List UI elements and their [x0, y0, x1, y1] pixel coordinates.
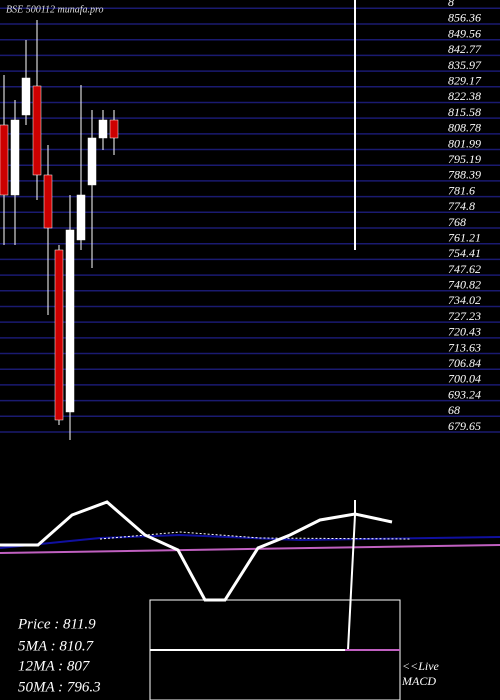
y-tick-label: 856.36: [448, 11, 481, 25]
candle-body: [76, 194, 86, 241]
y-tick-label: 774.8: [448, 199, 475, 213]
y-tick-label: 727.23: [448, 309, 481, 323]
candle-body: [21, 77, 31, 116]
y-tick-label: 679.65: [448, 419, 481, 433]
stat: 12MA : 807: [18, 658, 91, 674]
y-tick-label: 706.84: [448, 356, 481, 370]
vertical-line-lower: [347, 500, 356, 651]
candle-body: [109, 119, 119, 139]
indicator-label: MACD: [401, 674, 436, 688]
chart-title: BSE 500112 munafa.pro: [6, 4, 104, 15]
y-tick-label: 842.77: [448, 42, 482, 56]
candle-body: [32, 85, 42, 176]
y-tick-label: 740.82: [448, 278, 481, 292]
y-tick-label: 808.78: [448, 121, 481, 135]
magenta-line: [0, 544, 500, 554]
candle-body: [65, 229, 75, 413]
live-label: <<Live: [402, 659, 440, 673]
dotted-line: [99, 531, 411, 540]
candle-body: [98, 119, 108, 139]
y-tick-label: 768: [448, 215, 466, 229]
candle-body: [87, 137, 97, 186]
candle-body: [10, 119, 20, 196]
y-tick-label: 788.39: [448, 168, 481, 182]
y-tick-label: 849.56: [448, 26, 481, 40]
candle-body: [0, 124, 9, 196]
y-tick-label: 829.17: [448, 74, 482, 88]
y-tick-label: 700.04: [448, 372, 481, 386]
y-tick-label: 801.99: [448, 136, 481, 150]
y-tick-label: 781.6: [448, 183, 475, 197]
y-tick-label: 68: [448, 403, 460, 417]
y-tick-label: 734.02: [448, 293, 481, 307]
candle-body: [54, 249, 64, 421]
y-tick-label: 815.58: [448, 105, 481, 119]
y-tick-label: 835.97: [448, 58, 482, 72]
y-tick-label: 822.38: [448, 89, 481, 103]
y-tick-label: 747.62: [448, 262, 481, 276]
stat: 50MA : 796.3: [18, 679, 101, 695]
blue-line: [0, 533, 500, 549]
y-tick-label: 754.41: [448, 246, 481, 260]
stat: 5MA : 810.7: [18, 638, 95, 654]
y-tick-label: 8: [448, 0, 454, 9]
macd-line: [0, 500, 393, 602]
candle-body: [43, 174, 53, 229]
candle-layer: [0, 19, 119, 441]
y-tick-label: 761.21: [448, 230, 481, 244]
y-tick-label: 713.63: [448, 340, 481, 354]
y-tick-label: 693.24: [448, 387, 481, 401]
y-tick-label: 795.19: [448, 152, 481, 166]
y-tick-label: 720.43: [448, 325, 481, 339]
stat: Price : 811.9: [17, 616, 96, 632]
